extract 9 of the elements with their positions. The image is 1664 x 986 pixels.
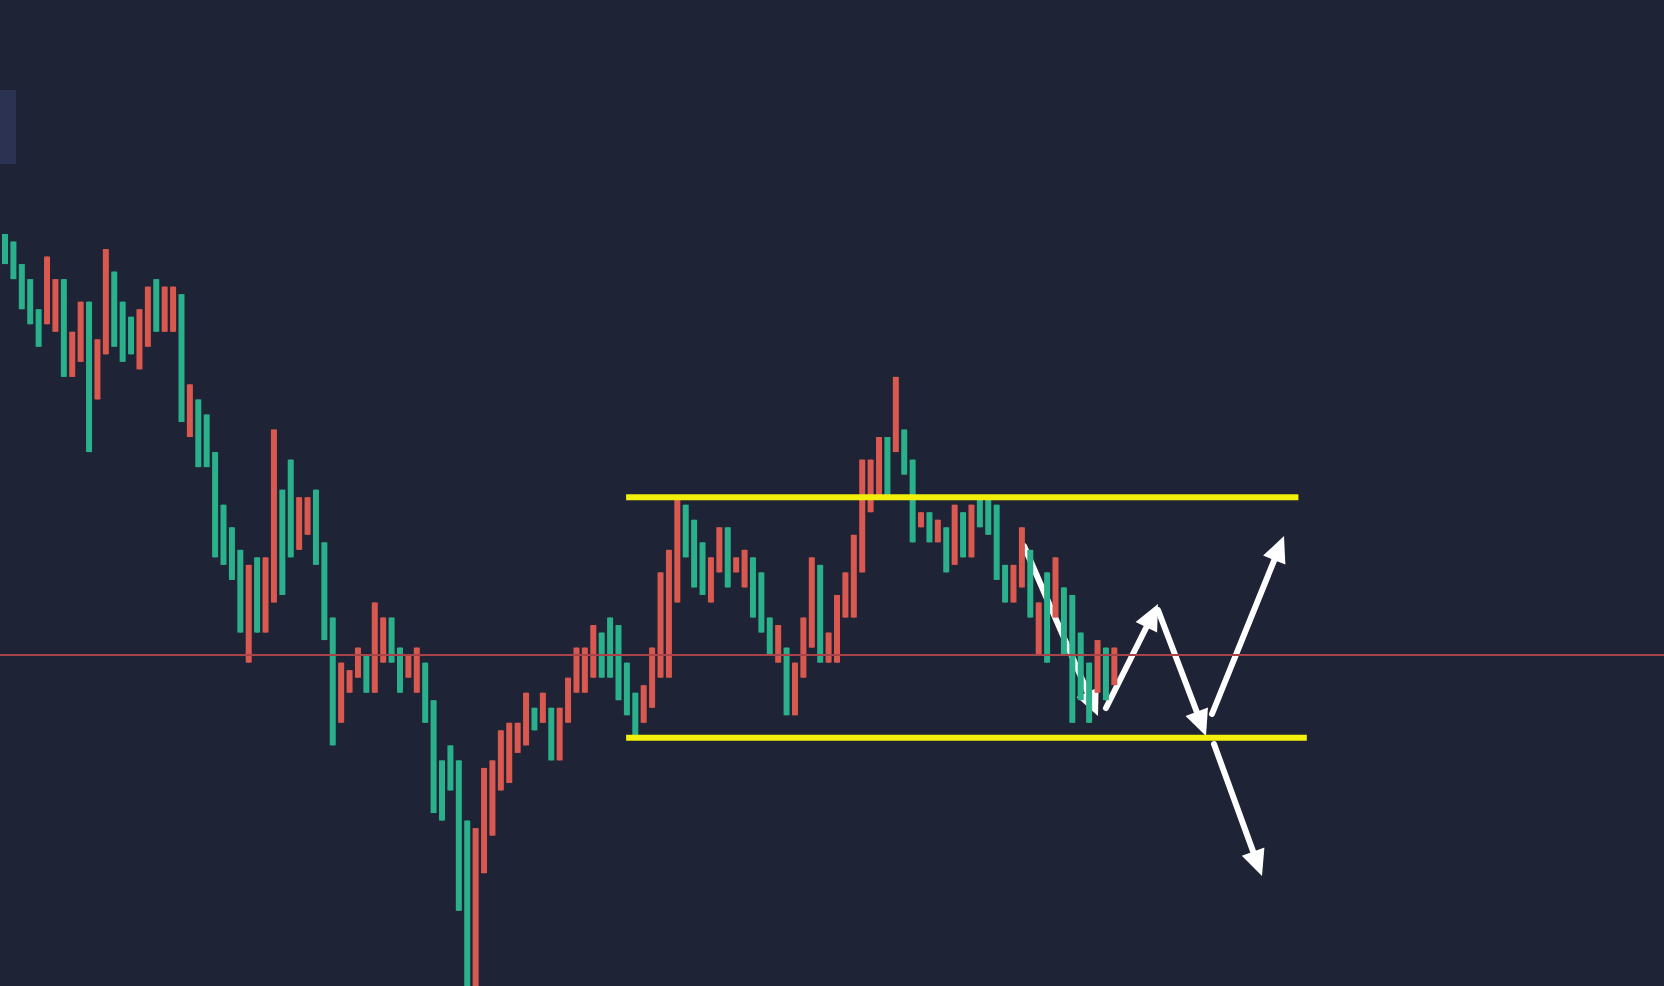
candlestick xyxy=(363,654,370,694)
candlestick xyxy=(775,624,782,664)
candlestick xyxy=(926,511,933,544)
candlestick xyxy=(413,646,420,694)
candlestick xyxy=(943,526,950,574)
candlestick xyxy=(960,511,967,559)
candlestick xyxy=(161,285,168,333)
candlestick xyxy=(539,691,546,724)
candlestick xyxy=(170,285,177,333)
